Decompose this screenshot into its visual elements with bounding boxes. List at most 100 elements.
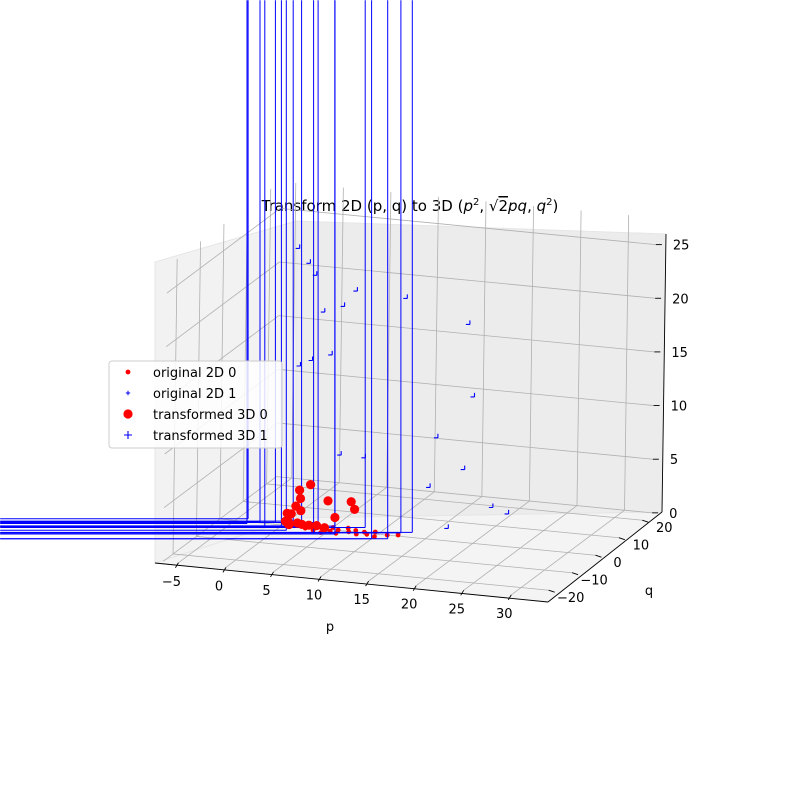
grid-line-x [529,205,534,502]
y-tick-label: 0 [613,556,621,571]
x-axis-line [154,562,549,603]
data-point [346,529,352,535]
legend-marker [123,409,133,419]
grid-line-x [291,182,297,479]
data-point [504,509,510,515]
data-point [296,362,302,367]
y-tick-label: −10 [580,574,607,589]
legend-label: transformed 3D 0 [153,408,268,423]
x-tick-label: 10 [306,589,323,604]
series-3 [295,244,510,529]
z-tick-label: 20 [672,292,689,307]
data-point [353,528,359,533]
z-tick-label: 15 [671,346,688,361]
grid-line-x [481,201,487,497]
data-point [470,392,476,398]
data-point [372,534,377,539]
y-tick [595,554,602,558]
grid-line-y [266,483,643,521]
data-point [337,451,342,456]
x-tick [222,567,227,573]
data-point [460,465,466,471]
data-point [444,524,449,529]
y-tick [642,519,649,523]
data-point [306,259,311,264]
grid-line-z [279,261,656,299]
data-point [0,0,366,528]
z-tick-label: 0 [669,507,677,522]
data-point [286,509,296,519]
x-axis-label: p [326,620,334,635]
data-point [330,512,340,523]
data-point [292,518,302,528]
data-point [426,483,431,488]
grid-line-x [624,215,630,511]
data-point [312,521,322,531]
y-axis-label: q [645,584,653,599]
chart-title: Transform 2D (p, q) to 3D (p2, √2pq, q2) [261,197,559,215]
data-point [319,523,330,533]
y-tick [618,537,626,541]
y-tick [571,572,579,576]
grid-line-z [276,476,653,514]
grid-line-x [576,210,582,506]
grid-lines [162,182,656,596]
data-point [328,350,333,356]
data-point [433,433,439,439]
z-tick-label: 5 [670,453,678,468]
data-point [0,0,413,533]
x-tick-label: 15 [353,593,370,608]
data-point [306,480,316,490]
y-axis-line [547,511,663,603]
data-point [295,493,306,504]
data-point [0,0,389,540]
x-tick [317,576,322,582]
x-tick [460,590,465,596]
x-tick-label: −5 [162,575,181,590]
legend-label: transformed 3D 1 [153,429,268,444]
x-tick [175,562,179,569]
data-point [283,517,293,527]
legend-label: original 2D 1 [153,387,236,402]
grid-line-z [165,261,280,348]
tick-marks [175,244,662,601]
y-tick [548,589,555,593]
data-point [395,532,401,538]
y-tick-label: −20 [557,591,584,606]
data-point [308,356,314,362]
series-2 [280,480,360,533]
data-point [0,0,287,531]
grid-line-z [278,315,655,353]
legend: original 2D 0 original 2D 1 transformed 3D… [108,360,283,449]
z-axis-line [661,233,667,513]
x-tick [412,585,417,591]
grid-line-z [280,207,656,246]
x-tick-label: 20 [401,598,418,613]
data-point [296,506,306,516]
grid-line-x [433,196,439,492]
legend-marker [125,390,131,396]
grid-line-z [277,422,653,460]
x-tick-label: 25 [448,602,465,617]
data-point [465,320,471,325]
x-tick [507,594,512,601]
data-point [488,503,494,509]
x-tick-label: 0 [215,579,223,594]
data-point [295,485,305,495]
data-point [320,308,326,313]
legend-label: original 2D 0 [153,366,236,381]
x-tick-label: 5 [262,584,270,599]
grid-line-y [243,501,619,539]
y-tick-label: 10 [633,539,650,554]
data-point [295,244,301,249]
data-point [361,453,366,459]
x-tick [365,580,370,587]
grid-line-x [338,187,344,483]
data-point [353,287,358,292]
legend-box [108,360,283,449]
data-point [312,271,318,276]
data-point [340,302,346,307]
legend-marker [125,369,131,375]
grid-line-y [172,553,549,591]
